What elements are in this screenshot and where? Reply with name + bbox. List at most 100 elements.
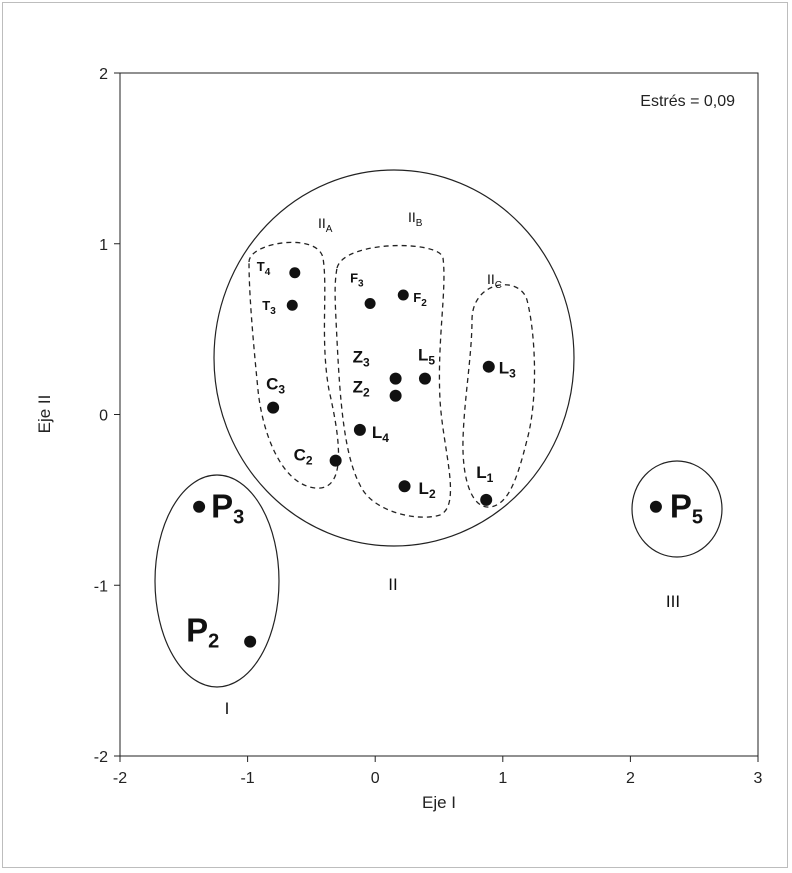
point-label-z2: Z2 (353, 378, 370, 400)
point-label-p2: P2 (186, 612, 219, 653)
y-tick-label: 0 (99, 408, 108, 425)
point-label-sub: 3 (358, 279, 364, 290)
data-point-l1 (480, 493, 493, 506)
point-label-sub: 3 (509, 367, 516, 381)
subgroup-iib-outline (334, 244, 452, 518)
point-label-t4: T4 (257, 259, 271, 278)
point-label-l3: L3 (499, 359, 516, 381)
point-label-base: P (186, 612, 208, 649)
y-tick-label: 2 (99, 66, 108, 83)
stress-annotation: Estrés = 0,09 (640, 93, 735, 110)
cluster-iii-ellipse (631, 460, 723, 558)
point-label-base: L (372, 423, 382, 442)
x-tick-label: -2 (113, 770, 127, 787)
point-label-t3: T3 (262, 298, 276, 317)
point-label-p3: P3 (211, 488, 244, 529)
point-label-l5: L5 (418, 346, 435, 368)
point-label-sub: 2 (429, 487, 436, 501)
data-point-p3 (193, 500, 206, 513)
point-label-base: P (670, 488, 692, 525)
point-label-base: Z (353, 348, 363, 367)
point-label-base: P (211, 488, 233, 525)
point-label-base: L (476, 463, 486, 482)
point-label-c3: C3 (266, 375, 285, 397)
data-point-l3 (482, 360, 495, 373)
point-label-sub: 3 (363, 356, 370, 370)
point-label-p5: P5 (670, 488, 703, 529)
data-point-l5 (418, 372, 431, 385)
subgroup-label-iib-base: II (408, 209, 416, 225)
point-label-l2: L2 (419, 479, 436, 501)
point-label-sub: 2 (421, 298, 427, 309)
x-tick-label: 0 (371, 770, 380, 787)
svg-text:IIA: IIA (318, 215, 333, 235)
cluster-ii-circle (213, 169, 575, 547)
data-point-p2 (244, 635, 257, 648)
point-label-base: C (266, 375, 278, 394)
point-label-base: L (499, 359, 509, 378)
subgroup-label-iic-sub: C (495, 280, 502, 291)
x-tick-label: 3 (754, 770, 763, 787)
x-tick-label: 1 (498, 770, 507, 787)
point-label-base: F (413, 290, 421, 305)
data-point-t4 (289, 267, 301, 279)
data-point-f3 (364, 298, 376, 310)
subgroup-label-iia-sub: A (326, 224, 333, 235)
svg-text:IIB: IIB (408, 209, 423, 229)
group-label-ii: II (388, 575, 397, 594)
x-tick-label: 2 (626, 770, 635, 787)
subgroup-label-iic-base: II (487, 271, 495, 287)
data-point-t3 (286, 299, 298, 311)
subgroup-label-iic: IIC (487, 271, 502, 291)
data-point-p5 (649, 500, 662, 513)
point-label-sub: 2 (306, 454, 313, 468)
point-label-sub: 3 (233, 507, 244, 529)
point-label-base: T (257, 259, 265, 274)
point-label-z3: Z3 (353, 348, 370, 370)
point-label-sub: 4 (265, 267, 271, 278)
point-label-sub: 4 (382, 431, 389, 445)
cluster-i-ellipse (154, 474, 280, 688)
point-label-f3: F3 (350, 271, 364, 290)
subgroup-label-iia-base: II (318, 215, 326, 231)
point-label-base: L (419, 479, 429, 498)
point-label-c2: C2 (294, 446, 313, 468)
point-label-base: L (418, 346, 428, 365)
point-label-base: C (294, 446, 306, 465)
point-label-base: T (262, 298, 270, 313)
axes: -2 -1 0 1 2 3 -2 -1 0 1 2 (94, 66, 763, 787)
group-label-i: I (225, 699, 230, 718)
y-axis-label: Eje II (35, 395, 54, 434)
point-label-sub: 3 (270, 306, 276, 317)
data-point-l2 (398, 480, 411, 493)
data-point-c3 (267, 401, 280, 414)
data-point-f2 (397, 289, 409, 301)
cluster-outlines (154, 169, 723, 688)
subgroup-label-iib: IIB (408, 209, 423, 229)
point-label-sub: 5 (428, 354, 435, 368)
subgroup-label-iib-sub: B (416, 218, 423, 229)
point-label-sub: 2 (208, 631, 219, 653)
point-label-l4: L4 (372, 423, 389, 445)
point-label-sub: 5 (692, 507, 703, 529)
data-point-l4 (353, 423, 366, 436)
data-point-z2 (389, 389, 402, 402)
x-tick-label: -1 (240, 770, 254, 787)
svg-text:IIC: IIC (487, 271, 502, 291)
data-point-c2 (329, 454, 342, 467)
point-label-sub: 1 (487, 471, 494, 485)
point-label-sub: 3 (278, 383, 285, 397)
x-axis-label: Eje I (422, 793, 456, 812)
data-point-z3 (389, 372, 402, 385)
point-label-sub: 2 (363, 386, 370, 400)
point-label-f2: F2 (413, 290, 427, 309)
y-tick-label: 1 (99, 237, 108, 254)
point-label-base: F (350, 271, 358, 286)
point-label-l1: L1 (476, 463, 493, 485)
y-tick-label: -2 (94, 749, 108, 766)
group-label-iii: III (666, 592, 680, 611)
y-tick-label: -1 (94, 578, 108, 595)
